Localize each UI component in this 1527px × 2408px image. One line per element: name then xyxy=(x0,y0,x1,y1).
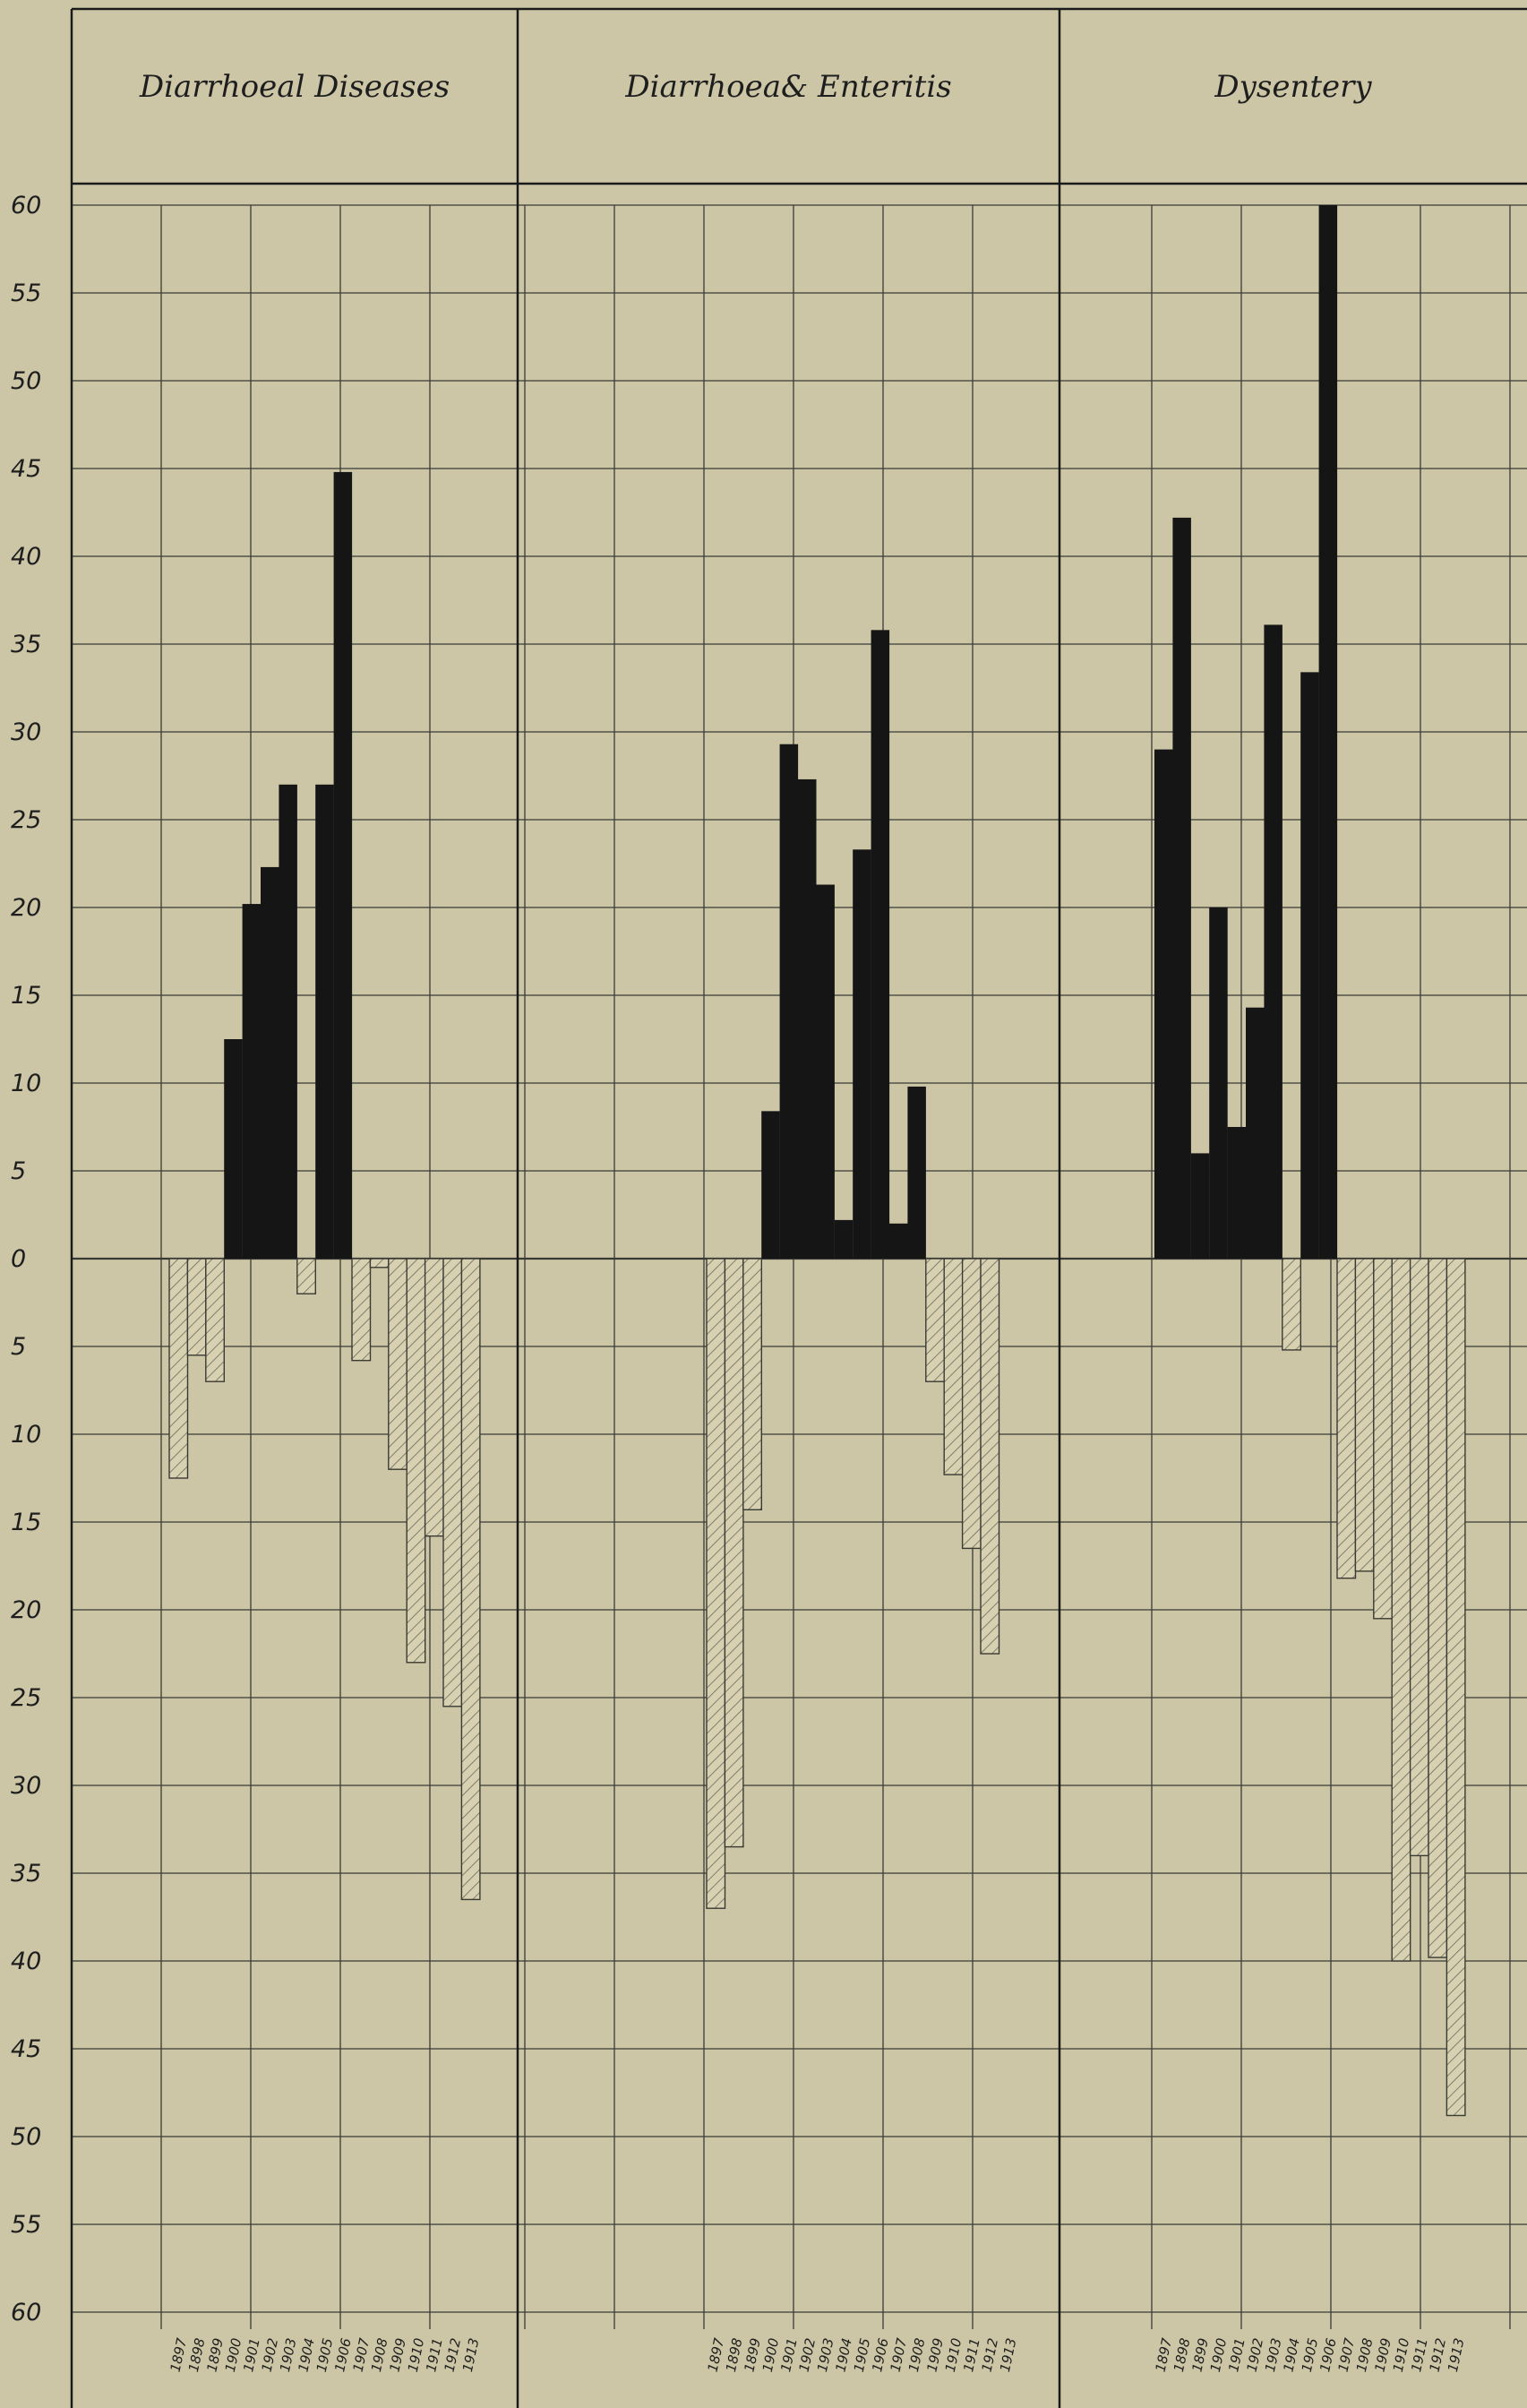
bar-diarrhoeal-1898 xyxy=(186,1258,207,1356)
y-tick-label: 40 xyxy=(11,543,41,571)
bar-diarrhoeal-1902 xyxy=(261,866,279,1259)
grid xyxy=(72,204,1527,2329)
bar-dysentery-1903 xyxy=(1264,624,1283,1259)
bar-dysentery-1904 xyxy=(1282,1258,1302,1351)
bar-diarrhoeal-1905 xyxy=(315,784,334,1259)
y-tick-label: 40 xyxy=(11,1948,41,1975)
bar-diarrhoeal-1908 xyxy=(369,1258,390,1268)
bar-enteritis-1899 xyxy=(742,1258,762,1510)
bar-diarrhoeal-1899 xyxy=(205,1258,226,1382)
bar-enteritis-1904 xyxy=(834,1219,854,1259)
bar-enteritis-1907 xyxy=(889,1223,908,1259)
panel-title-enteritis: Diarrhoea& Enteritis xyxy=(624,69,951,105)
bar-dysentery-1907 xyxy=(1336,1258,1357,1579)
bar-diarrhoeal-1907 xyxy=(351,1258,372,1362)
y-tick-label: 50 xyxy=(11,2123,41,2151)
y-tick-label: 55 xyxy=(11,2211,41,2239)
bar-diarrhoeal-1897 xyxy=(168,1258,189,1479)
y-tick-label: 35 xyxy=(11,1860,41,1888)
bar-dysentery-1912 xyxy=(1428,1258,1448,1958)
bar-enteritis-1898 xyxy=(724,1258,744,1848)
y-tick-label: 25 xyxy=(11,806,41,834)
y-tick-label: 30 xyxy=(11,1772,41,1800)
y-tick-label: 25 xyxy=(11,1684,41,1712)
bar-dysentery-1899 xyxy=(1190,1153,1210,1259)
y-tick-label: 55 xyxy=(11,280,41,307)
bar-enteritis-1912 xyxy=(980,1258,1000,1655)
below-zero-bars xyxy=(168,1258,1466,2117)
y-tick-label: 45 xyxy=(11,455,41,483)
bar-enteritis-1908 xyxy=(907,1086,926,1259)
panel-title-diarrhoeal: Diarrhoeal Diseases xyxy=(139,69,450,105)
bar-enteritis-1901 xyxy=(779,744,799,1259)
bar-dysentery-1897 xyxy=(1154,749,1173,1259)
bar-enteritis-1909 xyxy=(925,1258,946,1382)
bar-diarrhoeal-1910 xyxy=(406,1258,426,1664)
bar-dysentery-1902 xyxy=(1246,1007,1265,1259)
y-tick-label: 15 xyxy=(11,1509,41,1536)
y-tick-label: 20 xyxy=(11,894,41,922)
bar-enteritis-1905 xyxy=(853,849,871,1259)
above-zero-bars xyxy=(224,205,1338,1259)
y-tick-label: 5 xyxy=(11,1157,26,1185)
x-axis-ticks: 1897189818991900190119021903190419051906… xyxy=(167,2336,1468,2374)
bar-diarrhoeal-1901 xyxy=(242,904,262,1259)
y-tick-label: 0 xyxy=(11,1245,26,1273)
bar-dysentery-1905 xyxy=(1300,672,1319,1259)
bar-dysentery-1901 xyxy=(1227,1127,1247,1259)
bar-dysentery-1906 xyxy=(1318,205,1338,1259)
y-tick-label: 5 xyxy=(11,1333,26,1361)
y-tick-label: 45 xyxy=(11,2035,41,2063)
bar-enteritis-1902 xyxy=(798,778,817,1259)
y-tick-label: 15 xyxy=(11,982,41,1010)
bar-diarrhoeal-1909 xyxy=(388,1258,407,1470)
bar-diarrhoeal-1911 xyxy=(424,1258,444,1537)
bar-enteritis-1906 xyxy=(871,630,890,1259)
bar-dysentery-1900 xyxy=(1209,907,1228,1259)
panel-titles: Diarrhoeal Diseases Diarrhoea& Enteritis D… xyxy=(139,69,1373,105)
y-tick-label: 10 xyxy=(11,1070,41,1097)
y-tick-label: 50 xyxy=(11,367,41,395)
panel-title-dysentery: Dysentery xyxy=(1214,69,1372,105)
bar-dysentery-1913 xyxy=(1446,1258,1466,2117)
y-tick-label: 20 xyxy=(11,1596,41,1624)
bar-diarrhoeal-1903 xyxy=(279,784,297,1259)
y-tick-label: 10 xyxy=(11,1421,41,1449)
bar-enteritis-1910 xyxy=(943,1258,964,1475)
bar-dysentery-1910 xyxy=(1391,1258,1411,1962)
bar-enteritis-1903 xyxy=(816,884,835,1259)
bar-dysentery-1898 xyxy=(1172,517,1191,1259)
y-tick-label: 60 xyxy=(11,192,41,219)
panel-frames xyxy=(70,7,1527,2408)
bar-diarrhoeal-1913 xyxy=(460,1258,481,1901)
bar-dysentery-1908 xyxy=(1354,1258,1375,1572)
y-tick-label: 60 xyxy=(11,2299,41,2326)
y-tick-label: 35 xyxy=(11,631,41,658)
bar-diarrhoeal-1900 xyxy=(224,1039,243,1259)
bar-diarrhoeal-1912 xyxy=(442,1258,463,1707)
bar-diarrhoeal-1906 xyxy=(333,471,353,1259)
bar-enteritis-1897 xyxy=(706,1258,726,1909)
bar-enteritis-1900 xyxy=(761,1111,780,1259)
bar-dysentery-1909 xyxy=(1373,1258,1394,1620)
bar-dysentery-1911 xyxy=(1409,1258,1429,1857)
y-axis-ticks: 6055504540353025201510505101520253035404… xyxy=(11,192,41,2326)
bar-diarrhoeal-1904 xyxy=(296,1258,316,1294)
bar-enteritis-1911 xyxy=(961,1258,982,1550)
y-tick-label: 30 xyxy=(11,718,41,746)
